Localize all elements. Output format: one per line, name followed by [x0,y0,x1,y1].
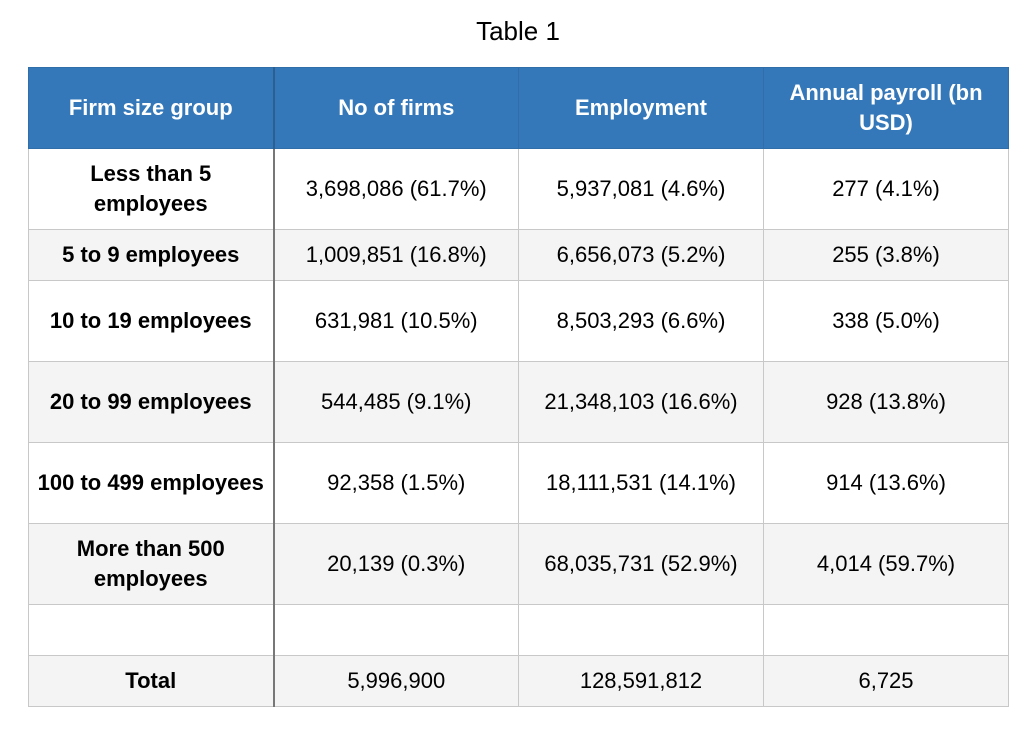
table-cell: 5,996,900 [273,655,519,707]
empty-row [28,604,1009,656]
table-row: Less than 5 employees 3,698,086 (61.7%) … [28,148,1009,230]
table-cell: 4,014 (59.7%) [763,523,1009,605]
column-header-firm-size-group: Firm size group [28,67,275,149]
table-row: More than 500 employees 20,139 (0.3%) 68… [28,523,1009,605]
table-cell: 277 (4.1%) [763,148,1009,230]
row-label: 10 to 19 employees [28,280,275,362]
row-label: Total [28,655,275,707]
row-label: More than 500 employees [28,523,275,605]
table-cell: 1,009,851 (16.8%) [273,229,519,281]
table-cell: 6,656,073 (5.2%) [518,229,764,281]
table-cell [763,604,1009,656]
row-label [28,604,275,656]
row-label: 20 to 99 employees [28,361,275,443]
table-cell: 338 (5.0%) [763,280,1009,362]
table-cell: 928 (13.8%) [763,361,1009,443]
table-cell: 21,348,103 (16.6%) [518,361,764,443]
table-cell: 914 (13.6%) [763,442,1009,524]
table-cell: 5,937,081 (4.6%) [518,148,764,230]
table-cell: 3,698,086 (61.7%) [273,148,519,230]
table-cell: 128,591,812 [518,655,764,707]
table-cell: 255 (3.8%) [763,229,1009,281]
table-row: 20 to 99 employees 544,485 (9.1%) 21,348… [28,361,1009,443]
firm-size-table: Firm size group No of firms Employment A… [28,67,1009,707]
table-cell: 544,485 (9.1%) [273,361,519,443]
table-cell [518,604,764,656]
table-caption: Table 1 [476,16,560,46]
row-label: 5 to 9 employees [28,229,275,281]
table-cell [273,604,519,656]
column-header-no-of-firms: No of firms [273,67,519,149]
table-row: 5 to 9 employees 1,009,851 (16.8%) 6,656… [28,229,1009,281]
table-row: 10 to 19 employees 631,981 (10.5%) 8,503… [28,280,1009,362]
table-cell: 20,139 (0.3%) [273,523,519,605]
table-cell: 6,725 [763,655,1009,707]
table-cell: 92,358 (1.5%) [273,442,519,524]
row-label: 100 to 499 employees [28,442,275,524]
table-cell: 18,111,531 (14.1%) [518,442,764,524]
table-cell: 68,035,731 (52.9%) [518,523,764,605]
table-cell: 631,981 (10.5%) [273,280,519,362]
table-cell: 8,503,293 (6.6%) [518,280,764,362]
table-row: 100 to 499 employees 92,358 (1.5%) 18,11… [28,442,1009,524]
row-label: Less than 5 employees [28,148,275,230]
column-header-annual-payroll: Annual payroll (bn USD) [763,67,1009,149]
table-header-row: Firm size group No of firms Employment A… [28,67,1009,149]
total-row: Total 5,996,900 128,591,812 6,725 [28,655,1009,707]
column-header-employment: Employment [518,67,764,149]
